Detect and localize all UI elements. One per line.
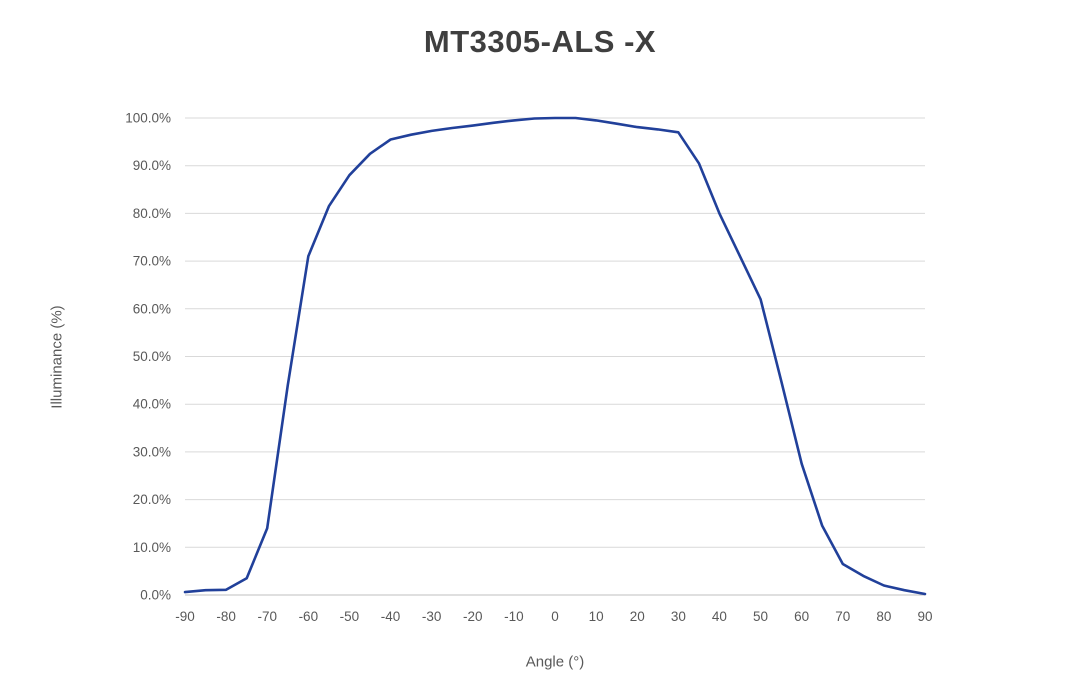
- y-tick-label: 80.0%: [133, 206, 171, 221]
- y-tick-label: 20.0%: [133, 492, 171, 507]
- x-tick-label: -80: [216, 609, 236, 624]
- x-tick-label: -20: [463, 609, 483, 624]
- x-tick-label: 40: [712, 609, 727, 624]
- y-tick-label: 0.0%: [140, 588, 171, 603]
- x-tick-label: -70: [257, 609, 277, 624]
- x-tick-label: 70: [835, 609, 850, 624]
- chart-title: MT3305-ALS -X: [423, 24, 657, 59]
- y-tick-label: 70.0%: [133, 254, 171, 269]
- x-axis-title: Angle (°): [525, 653, 585, 671]
- x-tick-label: -90: [175, 609, 195, 624]
- x-tick-label: 60: [794, 609, 809, 624]
- y-tick-label: 50.0%: [133, 349, 171, 364]
- y-tick-label: 100.0%: [125, 111, 171, 126]
- y-tick-label: 40.0%: [133, 397, 171, 412]
- x-tick-label: 10: [589, 609, 604, 624]
- x-tick-label: 80: [876, 609, 891, 624]
- y-tick-label: 60.0%: [133, 301, 171, 316]
- y-tick-label: 30.0%: [133, 444, 171, 459]
- x-tick-label: 20: [630, 609, 645, 624]
- x-tick-label: -10: [504, 609, 524, 624]
- y-tick-label: 90.0%: [133, 158, 171, 173]
- x-tick-label: 0: [551, 609, 559, 624]
- x-tick-label: 50: [753, 609, 768, 624]
- x-tick-label: -50: [340, 609, 360, 624]
- y-tick-label: 10.0%: [133, 540, 171, 555]
- x-tick-label: -30: [422, 609, 442, 624]
- x-tick-label: -40: [381, 609, 401, 624]
- x-tick-label: 90: [917, 609, 932, 624]
- series-line-illuminance: [183, 116, 927, 596]
- x-tick-label: -60: [299, 609, 319, 624]
- x-tick-label: 30: [671, 609, 686, 624]
